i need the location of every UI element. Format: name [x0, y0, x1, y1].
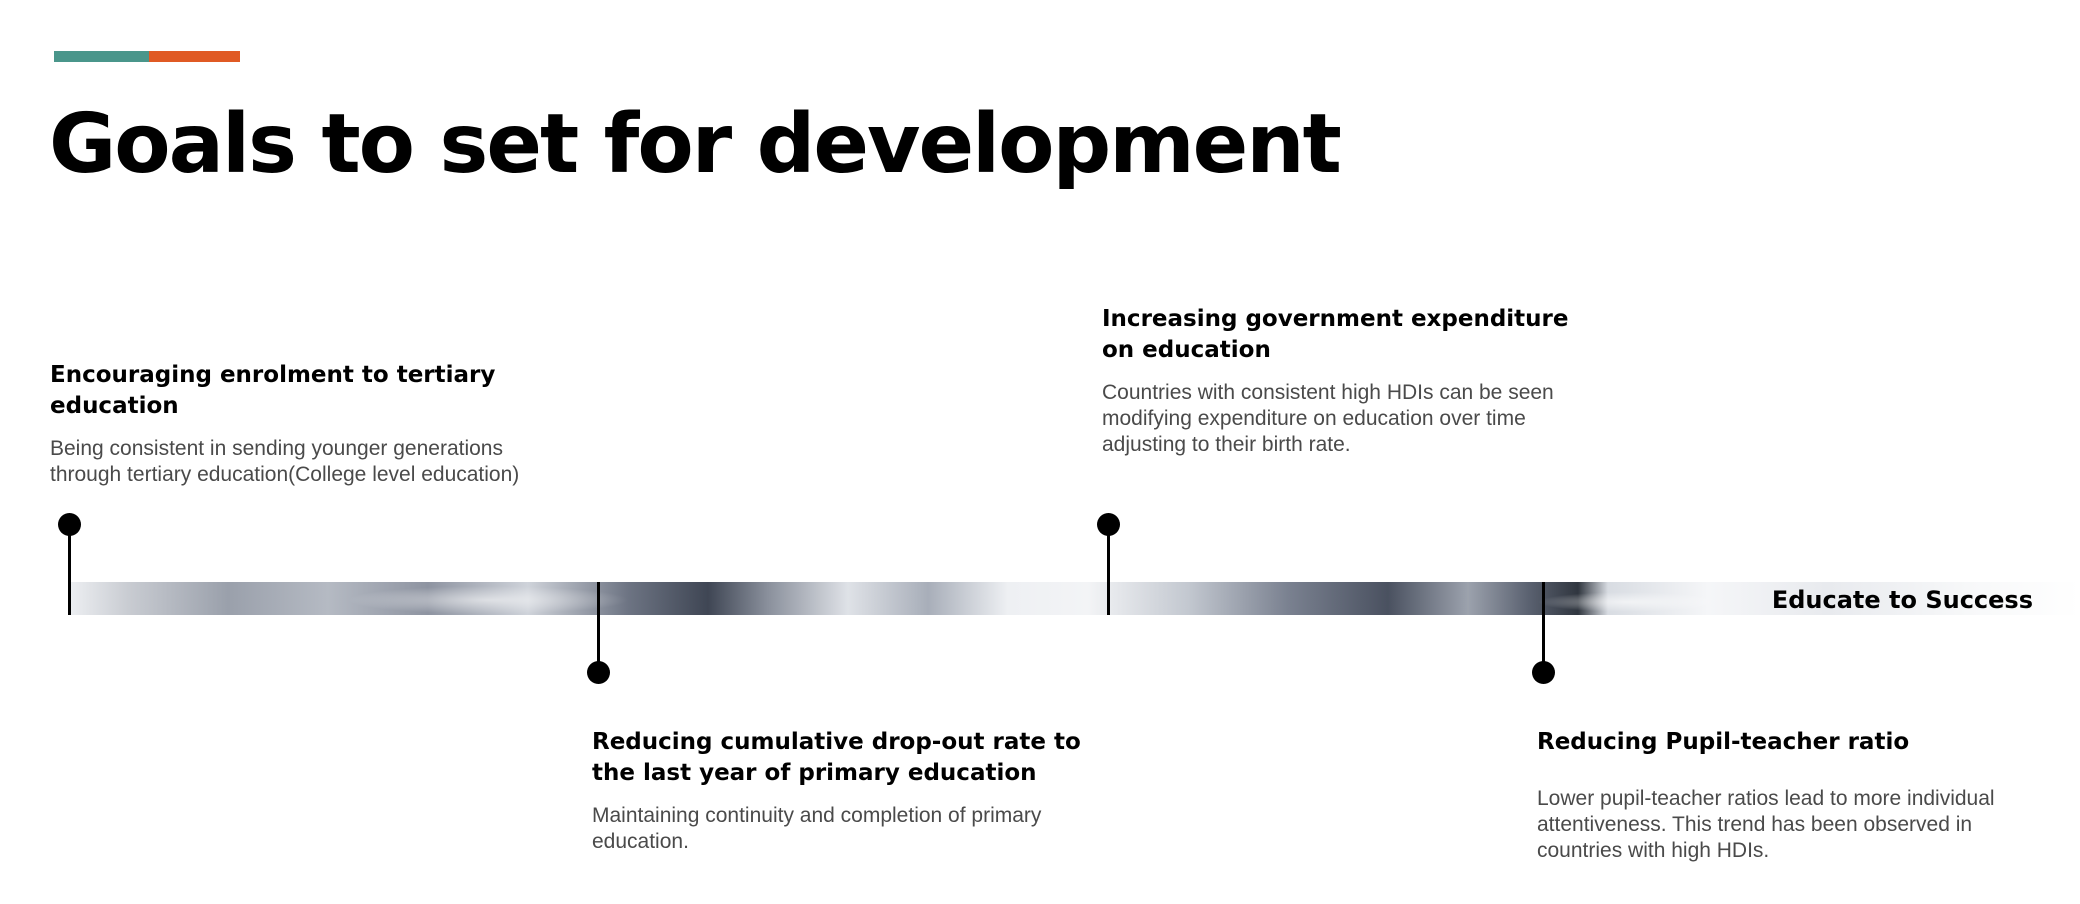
timeline-marker-1-dot	[58, 513, 81, 536]
milestone-description: Maintaining continuity and completion of…	[592, 804, 1042, 853]
milestone-heading: Encouraging enrolment to tertiary educat…	[50, 362, 496, 419]
band-label: Educate to Success	[1771, 586, 2033, 614]
milestone-heading: Increasing government expenditure on edu…	[1102, 306, 1569, 363]
timeline-marker-4-dot	[1532, 661, 1555, 684]
milestone-description: Being consistent in sending younger gene…	[50, 437, 520, 486]
milestone-pupil-teacher-ratio: Reducing Pupil-teacher ratio Lower pupil…	[1537, 727, 2037, 864]
timeline-marker-2-line	[597, 582, 600, 666]
milestone-heading: Reducing Pupil-teacher ratio	[1537, 729, 1910, 755]
milestone-drop-out-rate: Reducing cumulative drop-out rate to the…	[592, 727, 1112, 855]
milestone-description: Lower pupil-teacher ratios lead to more …	[1537, 787, 1995, 862]
milestone-description: Countries with consistent high HDIs can …	[1102, 381, 1554, 456]
timeline-marker-4-line	[1542, 582, 1545, 666]
milestone-tertiary-enrolment: Encouraging enrolment to tertiary educat…	[50, 360, 550, 488]
page-title: Goals to set for development	[49, 97, 1342, 192]
timeline-marker-1-line	[68, 530, 71, 615]
timeline-marker-3-dot	[1097, 513, 1120, 536]
milestone-heading: Reducing cumulative drop-out rate to the…	[592, 729, 1081, 786]
milestone-government-expenditure: Increasing government expenditure on edu…	[1102, 304, 1592, 458]
accent-bar-orange	[149, 51, 240, 62]
timeline-image-band	[68, 582, 2080, 615]
timeline-marker-3-line	[1107, 530, 1110, 615]
timeline-marker-2-dot	[587, 661, 610, 684]
accent-bar-teal	[54, 51, 149, 62]
